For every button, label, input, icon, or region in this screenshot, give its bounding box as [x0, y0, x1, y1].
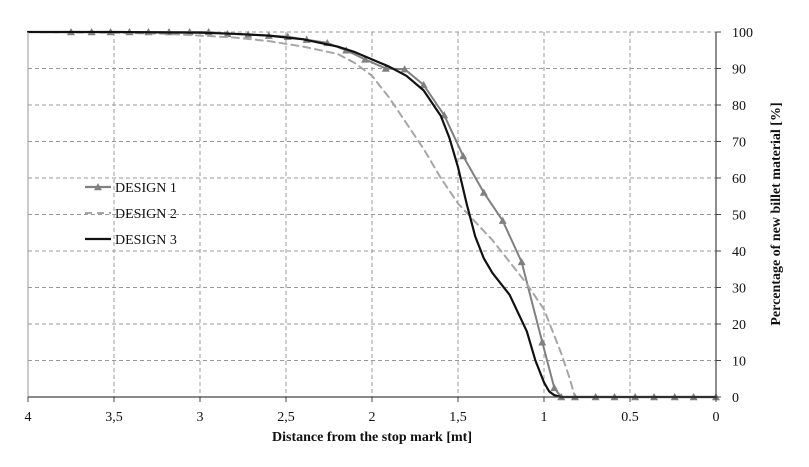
data-point-marker — [498, 216, 507, 224]
x-tick-label: 1,5 — [449, 410, 467, 425]
axes: 4 3,5 3 2,5 2 1,5 1 0.5 00 10 20 30 40 50 60 70 80 90 100 — [25, 26, 754, 425]
legend-label: DESIGN 1 — [115, 181, 177, 196]
y-tick-label: 70 — [732, 136, 746, 151]
data-point-marker — [517, 257, 526, 266]
x-axis-title: Distance from the stop mark [mt] — [272, 430, 472, 445]
x-tick-label: 2 — [369, 410, 376, 425]
series-line-design-2 — [27, 31, 717, 398]
x-tick-label: 3,5 — [105, 410, 123, 425]
data-point-marker — [419, 80, 428, 89]
y-tick-label: 50 — [732, 209, 746, 224]
y-tick-label: 80 — [732, 99, 746, 114]
y-tick-label: 60 — [732, 172, 746, 187]
y-tick-label: 10 — [732, 355, 746, 370]
y-tick-label: 0 — [732, 391, 739, 406]
legend-marker — [94, 183, 102, 191]
legend: DESIGN 1 DESIGN 2 DESIGN 3 — [85, 181, 177, 248]
data-point-marker — [479, 188, 488, 196]
x-tick-label: 4 — [25, 410, 32, 425]
y-tick-label: 30 — [732, 282, 746, 297]
legend-label: DESIGN 3 — [115, 233, 177, 248]
x-tick-label: 0.5 — [621, 410, 639, 425]
data-point-marker — [381, 64, 390, 72]
data-point-marker — [550, 383, 559, 392]
x-tick-label: 1 — [541, 410, 548, 425]
data-point-marker — [459, 152, 468, 160]
series-line-design-3 — [26, 30, 718, 399]
x-tick-label: 0 — [713, 410, 720, 425]
x-tick-label: 2,5 — [277, 410, 295, 425]
y-tick-label: 90 — [732, 63, 746, 78]
data-point-marker — [361, 55, 370, 63]
y-tick-label: 40 — [732, 245, 746, 260]
y-tick-label: 20 — [732, 318, 746, 333]
data-point-marker — [400, 65, 409, 73]
x-tick-label: 3 — [197, 410, 204, 425]
grid-lines — [28, 31, 716, 397]
data-point-marker — [538, 338, 547, 346]
y-axis-title: Percentage of new billet material [%] — [769, 102, 784, 325]
legend-label: DESIGN 2 — [115, 207, 177, 222]
y-tick-label: 100 — [732, 26, 753, 41]
